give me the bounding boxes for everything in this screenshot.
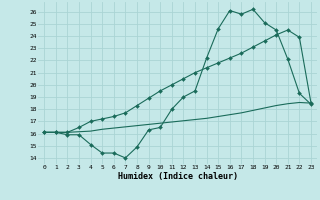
X-axis label: Humidex (Indice chaleur): Humidex (Indice chaleur) xyxy=(118,172,238,181)
